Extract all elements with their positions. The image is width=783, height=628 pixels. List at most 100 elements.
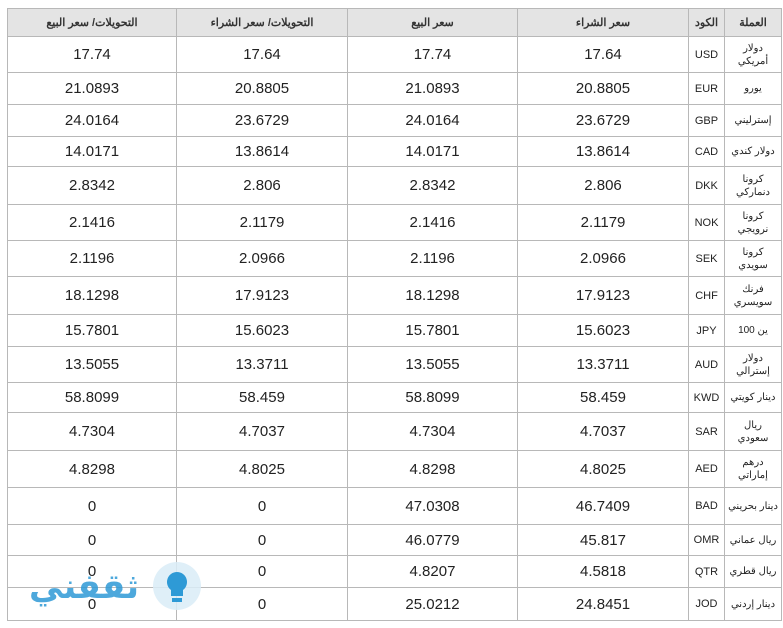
currency-code: CAD	[688, 136, 725, 167]
rate-cell: 2.1416	[7, 204, 177, 241]
rate-cell: 0	[176, 487, 348, 525]
table-row: ريال قطري QTR 4.5818 4.8207 0 0	[7, 555, 782, 588]
rate-cell: 4.8207	[347, 555, 518, 588]
currency-name: إسترليني	[724, 104, 782, 137]
table-row: دولار أمريكي USD 17.64 17.74 17.64 17.74	[7, 36, 782, 73]
rate-cell: 18.1298	[347, 276, 518, 315]
rate-cell: 23.6729	[517, 104, 689, 137]
currency-name: دينار إردني	[724, 587, 782, 621]
rate-cell: 20.8805	[517, 72, 689, 105]
rate-cell: 21.0893	[7, 72, 177, 105]
rate-cell: 58.459	[517, 382, 689, 413]
rate-cell: 18.1298	[7, 276, 177, 315]
table-row: دولار إسترالي AUD 13.3711 13.5055 13.3711 13.…	[7, 346, 782, 383]
header-cell: الكود	[688, 8, 725, 37]
rate-cell: 0	[176, 524, 348, 556]
rate-cell: 4.8025	[176, 450, 348, 488]
rate-cell: 4.8298	[7, 450, 177, 488]
currency-name: ريال عماني	[724, 524, 782, 556]
currency-name: يورو	[724, 72, 782, 105]
header-cell: التحويلات/ سعر الشراء	[176, 8, 348, 37]
currency-code: USD	[688, 36, 725, 73]
table-row: إسترليني GBP 23.6729 24.0164 23.6729 24.0164	[7, 104, 782, 137]
table-row: دينار إردني JOD 24.8451 25.0212 0 0	[7, 587, 782, 621]
rate-cell: 46.0779	[347, 524, 518, 556]
rate-cell: 21.0893	[347, 72, 518, 105]
rate-cell: 17.64	[517, 36, 689, 73]
currency-code: SAR	[688, 412, 725, 451]
watermark-text: ثقفني	[29, 567, 139, 607]
rate-cell: 24.8451	[517, 587, 689, 621]
currency-code: AED	[688, 450, 725, 488]
table-row: فرنك سويسري CHF 17.9123 18.1298 17.9123 18.12…	[7, 276, 782, 315]
rate-cell: 4.7304	[7, 412, 177, 451]
rate-cell: 58.8099	[347, 382, 518, 413]
currency-code: DKK	[688, 166, 725, 205]
bulb-icon	[167, 572, 187, 596]
rate-cell: 0	[7, 555, 177, 588]
currency-name: درهم إماراتي	[724, 450, 782, 488]
rate-cell: 0	[7, 524, 177, 556]
rate-cell: 13.5055	[7, 346, 177, 383]
watermark-logo: ثقفني	[29, 562, 201, 610]
table-row: دينار بحريني BAD 46.7409 47.0308 0 0	[7, 487, 782, 525]
currency-name: دولار إسترالي	[724, 346, 782, 383]
rate-cell: 4.7304	[347, 412, 518, 451]
table-row: ريال سعودي SAR 4.7037 4.7304 4.7037 4.7304	[7, 412, 782, 451]
currency-code: CHF	[688, 276, 725, 315]
rate-cell: 0	[7, 487, 177, 525]
currency-name: ين 100	[724, 314, 782, 347]
table-row: كرونا نرويجي NOK 2.1179 2.1416 2.1179 2.1416	[7, 204, 782, 241]
currency-name: دولار كندي	[724, 136, 782, 167]
rate-cell: 45.817	[517, 524, 689, 556]
rate-cell: 15.6023	[176, 314, 348, 347]
rate-cell: 17.74	[7, 36, 177, 73]
rate-cell: 24.0164	[7, 104, 177, 137]
rate-cell: 4.5818	[517, 555, 689, 588]
currency-code: NOK	[688, 204, 725, 241]
rate-cell: 2.8342	[7, 166, 177, 205]
rate-cell: 2.806	[176, 166, 348, 205]
rate-cell: 4.8025	[517, 450, 689, 488]
rate-cell: 15.7801	[347, 314, 518, 347]
rate-cell: 0	[176, 555, 348, 588]
rate-cell: 13.8614	[517, 136, 689, 167]
rate-cell: 14.0171	[347, 136, 518, 167]
rate-cell: 2.0966	[517, 240, 689, 277]
rate-cell: 46.7409	[517, 487, 689, 525]
bulb-base	[172, 598, 182, 602]
currency-name: فرنك سويسري	[724, 276, 782, 315]
header-cell: سعر الشراء	[517, 8, 689, 37]
currency-name: دينار بحريني	[724, 487, 782, 525]
table-row: ين 100 JPY 15.6023 15.7801 15.6023 15.7801	[7, 314, 782, 347]
rate-cell: 0	[176, 587, 348, 621]
rate-cell: 20.8805	[176, 72, 348, 105]
rate-cell: 15.7801	[7, 314, 177, 347]
rate-cell: 17.9123	[176, 276, 348, 315]
table-row: كرونا سويدي SEK 2.0966 2.1196 2.0966 2.1196	[7, 240, 782, 277]
rate-cell: 58.459	[176, 382, 348, 413]
header-cell: سعر البيع	[347, 8, 518, 37]
rate-cell: 0	[7, 587, 177, 621]
rate-cell: 13.8614	[176, 136, 348, 167]
table-body: دولار أمريكي USD 17.64 17.74 17.64 17.74 يورو E…	[7, 36, 782, 621]
rate-cell: 4.8298	[347, 450, 518, 488]
table-row: يورو EUR 20.8805 21.0893 20.8805 21.0893	[7, 72, 782, 105]
table-row: دولار كندي CAD 13.8614 14.0171 13.8614 14.017…	[7, 136, 782, 167]
header-cell: العملة	[724, 8, 782, 37]
rate-cell: 2.1196	[7, 240, 177, 277]
currency-code: BAD	[688, 487, 725, 525]
rates-table: العملة الكود سعر الشراء سعر البيع التحويلات/…	[7, 8, 782, 621]
table-row: دينار كويتي KWD 58.459 58.8099 58.459 58.8099	[7, 382, 782, 413]
rate-cell: 13.3711	[517, 346, 689, 383]
currency-code: SEK	[688, 240, 725, 277]
currency-name: كرونا سويدي	[724, 240, 782, 277]
rate-cell: 24.0164	[347, 104, 518, 137]
currency-code: GBP	[688, 104, 725, 137]
currency-name: دولار أمريكي	[724, 36, 782, 73]
currency-name: ريال سعودي	[724, 412, 782, 451]
header-row: العملة الكود سعر الشراء سعر البيع التحويلات/…	[7, 8, 782, 37]
rate-cell: 4.7037	[176, 412, 348, 451]
rate-cell: 2.0966	[176, 240, 348, 277]
rate-cell: 2.1179	[517, 204, 689, 241]
